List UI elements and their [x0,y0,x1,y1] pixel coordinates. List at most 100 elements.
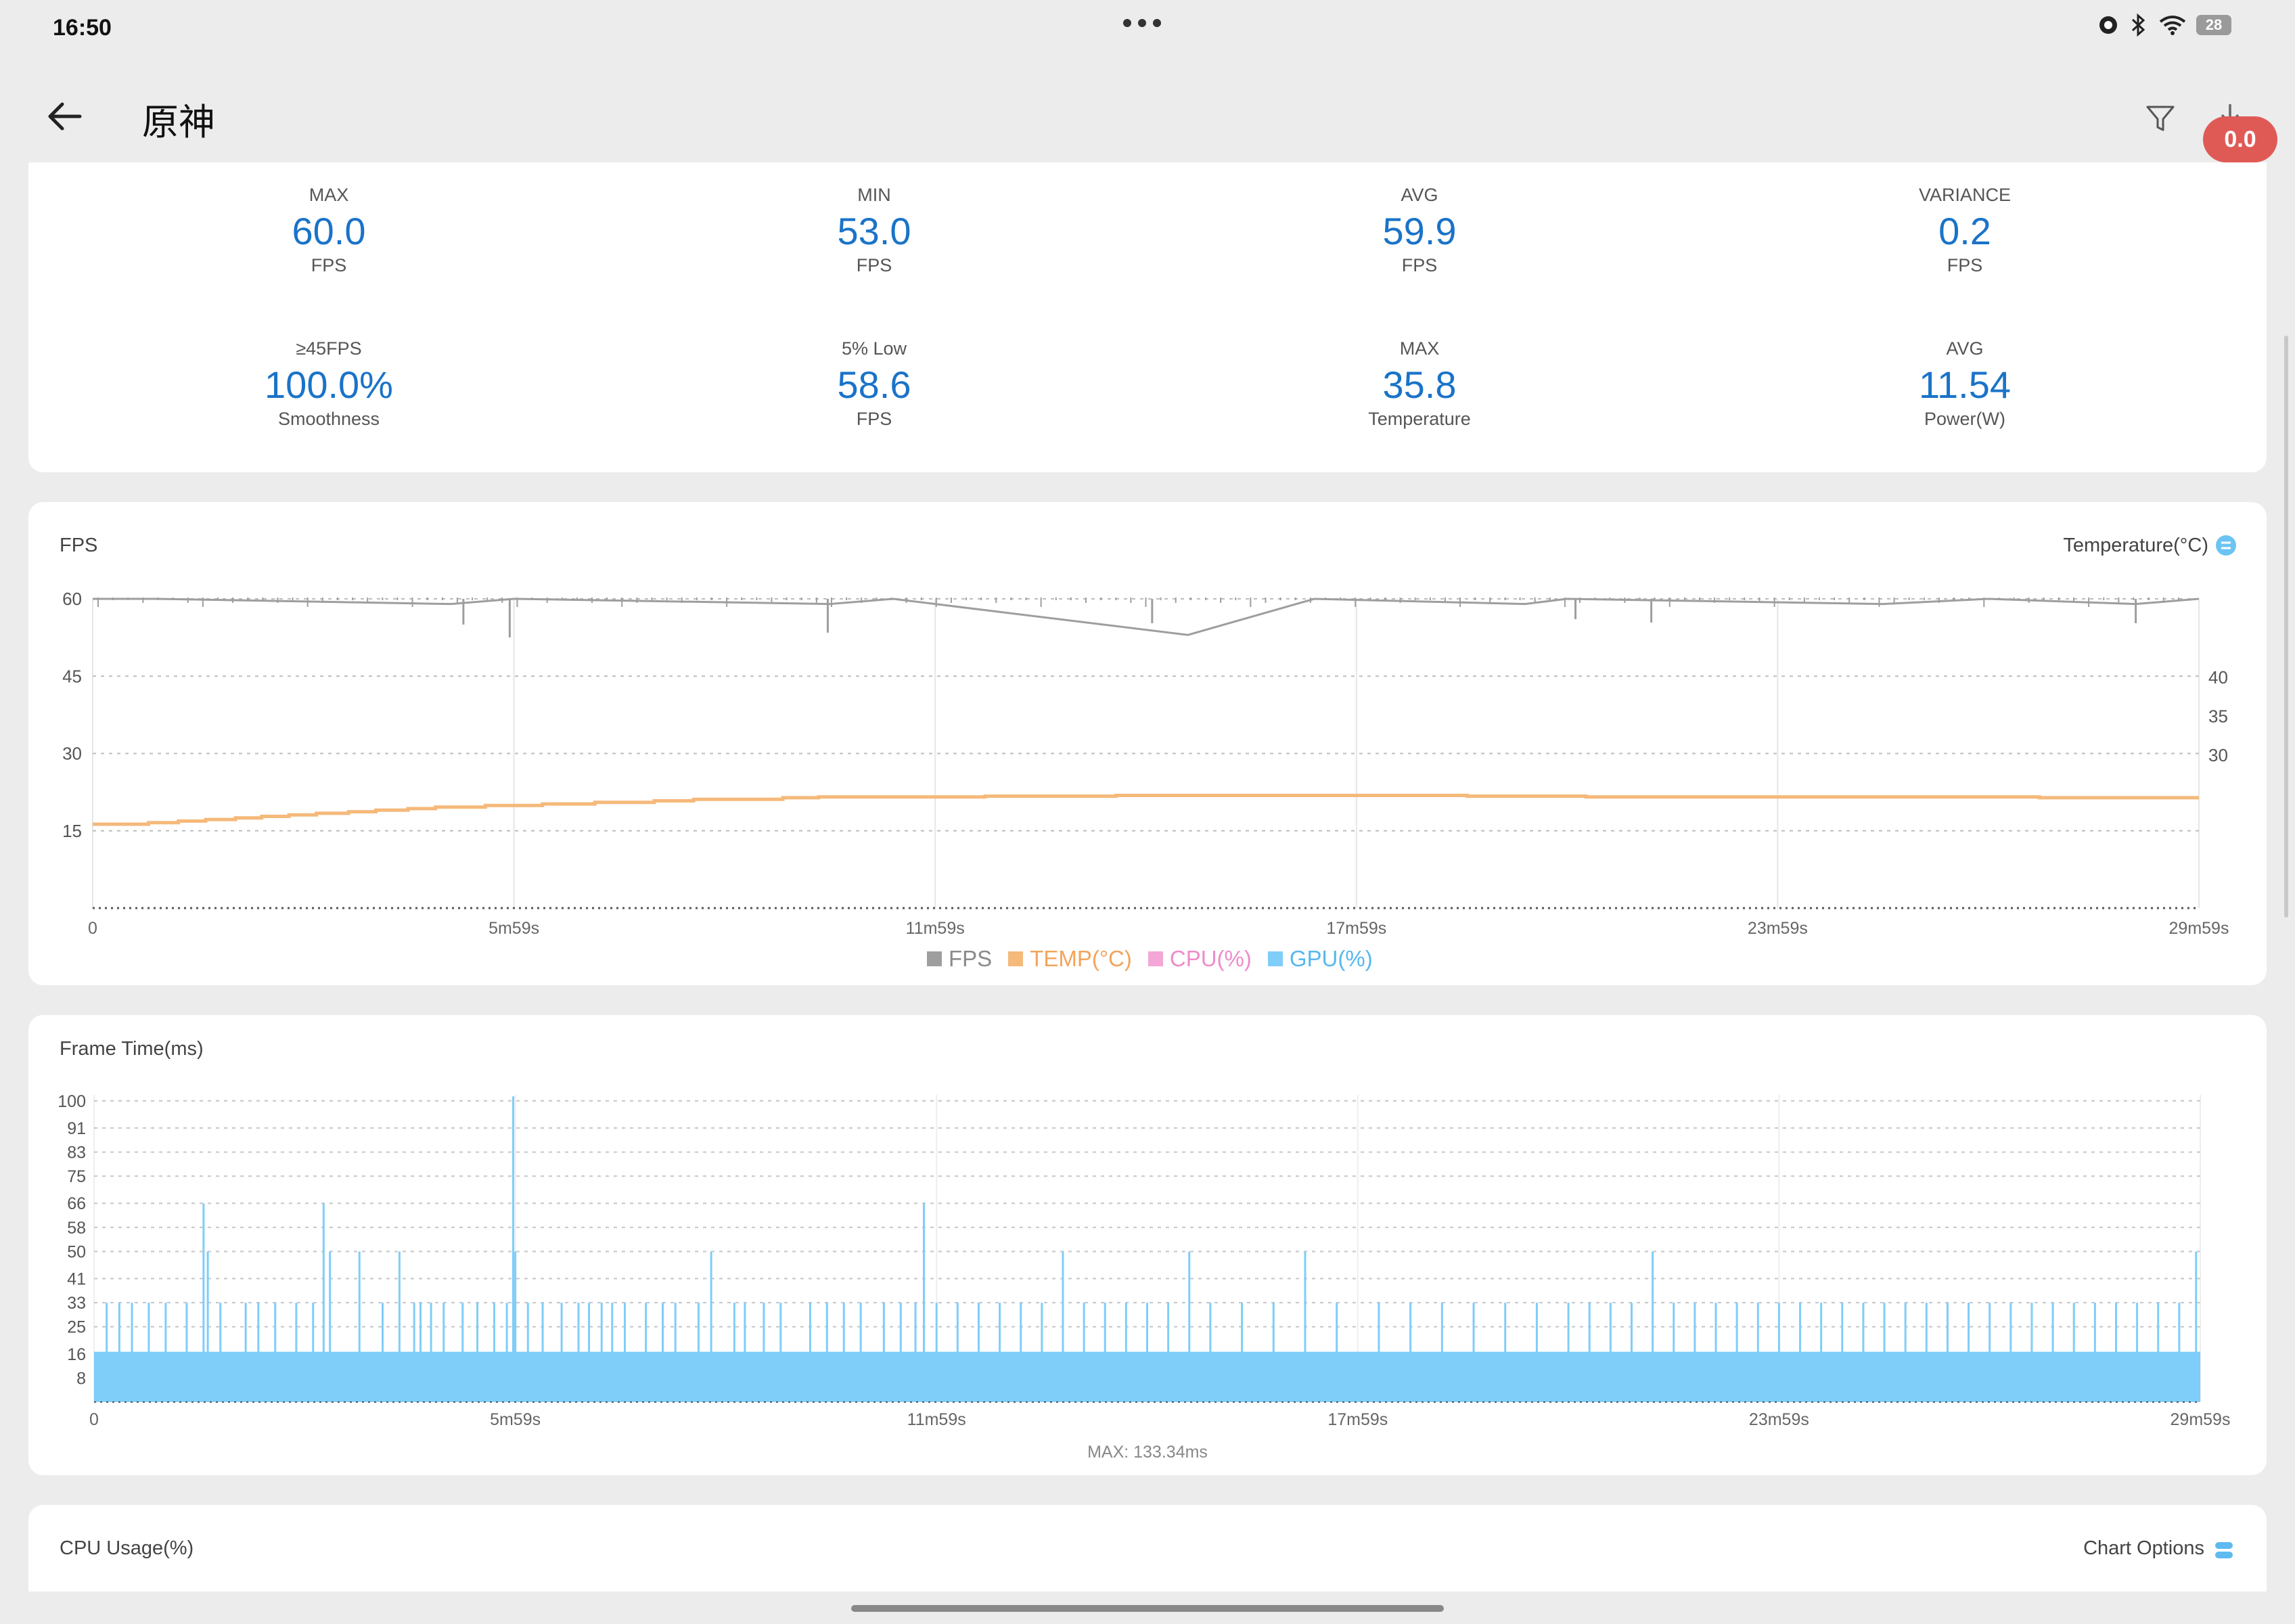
stat-unit: FPS [856,255,892,275]
x-tick-label: 17m59s [1327,1410,1388,1429]
legend-swatch-gpu [1267,951,1283,966]
stat-max-temperature: MAX 35.8 Temperature [1217,338,1622,430]
x-tick-label: 23m59s [1748,919,1808,938]
stat-max-fps: MAX 60.0 FPS [126,185,532,276]
chart-settings-icon[interactable] [2215,535,2237,556]
legend-label: FPS [949,946,993,971]
legend-swatch-temp [1008,951,1024,966]
frame-time-max-label: MAX: 133.34ms [1087,1443,1208,1462]
x-tick-label: 29m59s [2171,1410,2231,1429]
chart-options-label[interactable]: Chart Options [2083,1537,2204,1559]
y-tick-label: 16 [67,1345,86,1364]
fps-chart-title: FPS [60,535,98,556]
stat-value: 60.0 [292,210,366,252]
y-tick-label: 100 [58,1092,86,1111]
stat-value: 11.54 [1919,363,2011,406]
battery-icon: 28 [2196,15,2231,35]
y-tick-label: 8 [76,1369,86,1388]
filter-icon[interactable] [2143,102,2177,135]
status-icons: 28 [2097,14,2231,37]
stat-label: AVG [1401,185,1438,205]
x-tick-label: 23m59s [1749,1410,1809,1429]
cpu-usage-card: CPU Usage(%) Chart Options [28,1505,2267,1592]
status-time: 16:50 [53,15,112,41]
x-tick-label: 0 [89,1410,99,1429]
stat-unit: FPS [311,255,347,275]
fps-legend: FPS TEMP(°C) CPU(%) GPU(%) [927,946,1373,972]
legend-item-fps[interactable]: FPS [927,946,992,972]
stat-unit: FPS [1401,255,1438,275]
stat-value: 58.6 [837,363,911,406]
stat-label: AVG [1946,338,1984,359]
y-tick-label: 30 [62,744,82,764]
legend-label: CPU(%) [1169,946,1252,971]
cpu-usage-title: CPU Usage(%) [60,1537,194,1559]
stat-unit: Power(W) [1924,409,2005,429]
legend-item-gpu[interactable]: GPU(%) [1267,946,1373,972]
stat-unit: FPS [856,409,892,429]
frame-time-card: Frame Time(ms) 0 5m59s 11m59s 17m59s 23m59s 2… [28,1015,2267,1475]
y-tick-label: 15 [62,821,82,841]
stat-unit: Temperature [1368,409,1471,429]
stat-label: MAX [309,185,349,205]
y-tick-label: 41 [67,1270,86,1289]
stat-label: MIN [857,185,891,205]
fps-series-line [93,597,2200,636]
y-tick-label: 75 [67,1167,86,1186]
x-tick-label: 0 [88,919,97,938]
app-header: 原神 0.0 [0,57,2295,171]
y-tick-label: 60 [62,589,82,609]
stat-min-fps: MIN 53.0 FPS [671,185,1077,276]
legend-swatch-cpu [1148,951,1163,966]
x-tick-label: 5m59s [488,919,539,938]
frame-time-title: Frame Time(ms) [60,1038,204,1060]
page-title: 原神 [142,102,215,143]
home-indicator[interactable] [851,1605,1444,1612]
bluetooth-icon [2131,14,2145,37]
legend-label: TEMP(°C) [1030,946,1132,971]
x-tick-label: 11m59s [906,919,965,938]
stat-value: 100.0% [265,363,393,406]
y-tick-label: 25 [67,1318,86,1337]
y-tick-label: 58 [67,1219,86,1238]
badge: 0.0 [2203,116,2277,162]
temperature-series-line [93,793,2199,826]
stat-value: 35.8 [1382,363,1457,406]
stat-label: ≥45FPS [296,338,362,359]
temperature-axis-title: Temperature(°C) [2063,535,2208,556]
stat-smoothness: ≥45FPS 100.0% Smoothness [126,338,532,430]
y-tick-label: 91 [67,1119,86,1138]
back-arrow-icon[interactable] [43,95,87,138]
scrollbar[interactable] [2284,336,2288,918]
x-tick-label: 29m59s [2169,919,2229,938]
y-tick-label: 66 [67,1194,86,1213]
x-tick-label: 11m59s [907,1410,966,1429]
status-bar: 16:50 28 [0,0,2295,57]
x-tick-label: 5m59s [490,1410,541,1429]
stat-avg-power: AVG 11.54 Power(W) [1762,338,2168,430]
more-dots-icon[interactable] [1123,19,1161,27]
data-saver-icon [2099,16,2117,34]
stat-label: 5% Low [841,338,907,359]
legend-item-temp[interactable]: TEMP(°C) [1008,946,1132,972]
stat-value: 0.2 [1938,210,1991,252]
fps-chart: 0 5m59s 11m59s 17m59s 23m59s 29m59s 15 30 45 60 30… [62,589,2229,938]
legend-item-cpu[interactable]: CPU(%) [1148,946,1252,972]
stat-unit: Smoothness [277,409,380,429]
y-tick-label: 45 [62,666,82,686]
fps-chart-card: FPS Temperature(°C) 0 5m59s 11m59s 17m59s 23… [28,502,2267,985]
y-right-tick-label: 35 [2208,706,2228,727]
stat-label: MAX [1399,338,1440,359]
stat-low-fps: 5% Low 58.6 FPS [671,338,1077,430]
y-tick-label: 83 [67,1144,86,1163]
y-right-tick-label: 30 [2208,745,2228,765]
stat-value: 59.9 [1382,210,1457,252]
stat-variance: VARIANCE 0.2 FPS [1762,185,2168,276]
stat-value: 53.0 [837,210,911,252]
chart-options-icon[interactable] [2214,1540,2234,1560]
y-tick-label: 50 [67,1242,86,1261]
summary-card: MAX 60.0 FPS MIN 53.0 FPS AVG 59.9 FPS V… [28,162,2267,472]
wifi-icon [2159,16,2186,35]
frame-time-chart: 0 5m59s 11m59s 17m59s 23m59s 29m59s 8 16 25 33 41 5… [58,1092,2231,1429]
x-tick-label: 17m59s [1326,919,1386,938]
